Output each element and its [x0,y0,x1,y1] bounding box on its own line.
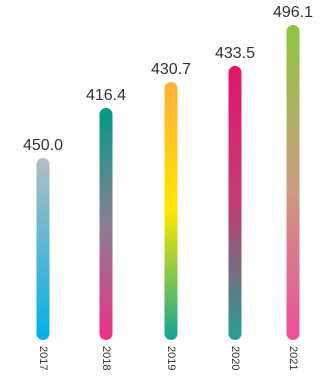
bar-2021 [286,25,300,340]
year-label-2019: 2019 [165,346,177,370]
value-label-2019: 430.7 [151,61,191,78]
bars-group [36,25,300,340]
year-label-2020: 2020 [229,346,241,370]
bar-2017 [36,158,50,340]
year-labels-group: 2017 2018 2019 2020 2021 [37,346,299,370]
bar-2019 [164,82,178,340]
bar-2020 [228,66,242,340]
year-label-2021: 2021 [287,346,299,370]
value-labels-group: 450.0 416.4 430.7 433.5 496.1 [23,4,313,154]
value-label-2021: 496.1 [273,4,313,21]
year-label-2018: 2018 [100,346,112,370]
year-label-2017: 2017 [37,346,49,370]
value-label-2020: 433.5 [215,45,255,62]
value-label-2018: 416.4 [86,87,126,104]
bar-2018 [99,108,113,340]
value-label-2017: 450.0 [23,137,63,154]
